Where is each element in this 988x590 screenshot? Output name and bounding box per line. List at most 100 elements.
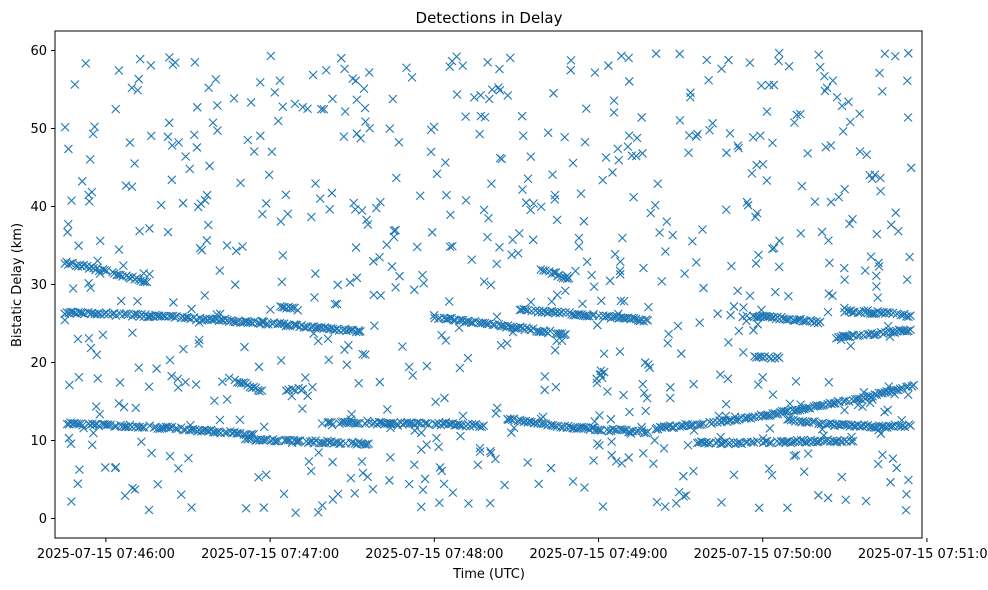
scatter-point [190, 57, 200, 67]
scatter-point [340, 107, 350, 116]
track-point [232, 429, 241, 438]
scatter-point [517, 111, 527, 121]
scatter-point [502, 338, 512, 348]
scatter-point [764, 464, 774, 474]
track-point [457, 421, 467, 430]
scatter-point [204, 83, 214, 93]
scatter-point [70, 80, 80, 89]
scatter-point [391, 173, 401, 183]
track-point [617, 425, 627, 435]
scatter-point [487, 85, 497, 94]
y-tick-label: 40 [30, 200, 47, 215]
scatter-point [574, 241, 584, 251]
scatter-point [715, 370, 725, 379]
scatter-point [578, 299, 587, 309]
scatter-point [745, 291, 755, 301]
scatter-point [529, 199, 538, 208]
track-point [467, 419, 477, 429]
scatter-point [840, 184, 850, 194]
scatter-point [729, 302, 739, 311]
scatter-point [134, 363, 144, 372]
scatter-point [167, 141, 177, 150]
track-point [859, 306, 869, 316]
scatter-point [724, 338, 733, 347]
scatter-point [136, 437, 146, 447]
scatter-point [551, 382, 561, 392]
track-point [251, 436, 260, 446]
scatter-point [866, 252, 876, 262]
track-point [643, 315, 653, 325]
scatter-point [526, 152, 536, 162]
scatter-point [589, 456, 599, 465]
scatter-point [178, 198, 188, 208]
scatter-point [191, 380, 201, 389]
scatter-point [902, 76, 912, 86]
scatter-point [646, 208, 656, 218]
scatter-point [364, 68, 374, 77]
scatter-point [608, 168, 617, 177]
scatter-point [603, 387, 612, 396]
scatter-point [152, 364, 161, 374]
scatter-point [893, 226, 903, 236]
scatter-point [550, 345, 560, 355]
scatter-point [855, 147, 865, 156]
x-tick-label: 2025-07-15 07:46:00 [37, 547, 175, 562]
track-point [906, 421, 915, 431]
scatter-point [891, 208, 901, 218]
scatter-point [135, 226, 144, 236]
scatter-point [164, 53, 174, 62]
track-point [760, 352, 770, 361]
track-point [780, 407, 789, 416]
scatter-point [752, 208, 762, 218]
scatter-point [200, 290, 210, 300]
scatter-point [369, 290, 379, 300]
track-point [864, 391, 874, 401]
scatter-point [702, 55, 712, 65]
scatter-point [792, 110, 802, 120]
scatter-point [215, 266, 225, 276]
scatter-point [675, 49, 685, 59]
scatter-point [717, 64, 726, 74]
scatter-point [376, 291, 386, 300]
scatter-point [653, 179, 663, 189]
scatter-point [128, 328, 137, 338]
scatter-point [752, 160, 761, 170]
track-point [505, 414, 515, 424]
track-point [404, 418, 414, 428]
scatter-point [432, 433, 441, 443]
scatter-point [871, 271, 881, 281]
scatter-point [595, 411, 604, 420]
scatter-point [110, 463, 120, 473]
scatter-point [476, 90, 486, 100]
track-point [255, 386, 264, 396]
track-point [364, 439, 374, 449]
scatter-point [568, 158, 578, 168]
track-point [559, 330, 569, 340]
scatter-point [84, 196, 94, 206]
scatter-point [651, 49, 661, 59]
x-tick-label: 2025-07-15 07:47:00 [201, 547, 339, 562]
scatter-point [892, 463, 902, 473]
scatter-point [617, 51, 626, 61]
track-point [281, 386, 291, 396]
scatter-point [814, 50, 824, 60]
scatter-point [876, 173, 885, 183]
scatter-point [181, 152, 191, 161]
scatter-point [743, 200, 753, 210]
scatter-point [270, 88, 280, 97]
scatter-point [676, 349, 686, 359]
scatter-point [824, 377, 834, 387]
scatter-point [369, 321, 379, 331]
scatter-point [624, 53, 634, 63]
track-point [288, 303, 297, 313]
scatter-point [75, 465, 84, 475]
scatter-point [675, 115, 685, 125]
scatter-point [265, 305, 275, 315]
scatter-point [507, 250, 517, 260]
scatter-point [560, 132, 570, 142]
scatter-point [840, 405, 849, 415]
scatter-point [135, 54, 145, 64]
scatter-point [874, 261, 884, 271]
track-point [762, 410, 771, 420]
track-point [804, 418, 814, 427]
